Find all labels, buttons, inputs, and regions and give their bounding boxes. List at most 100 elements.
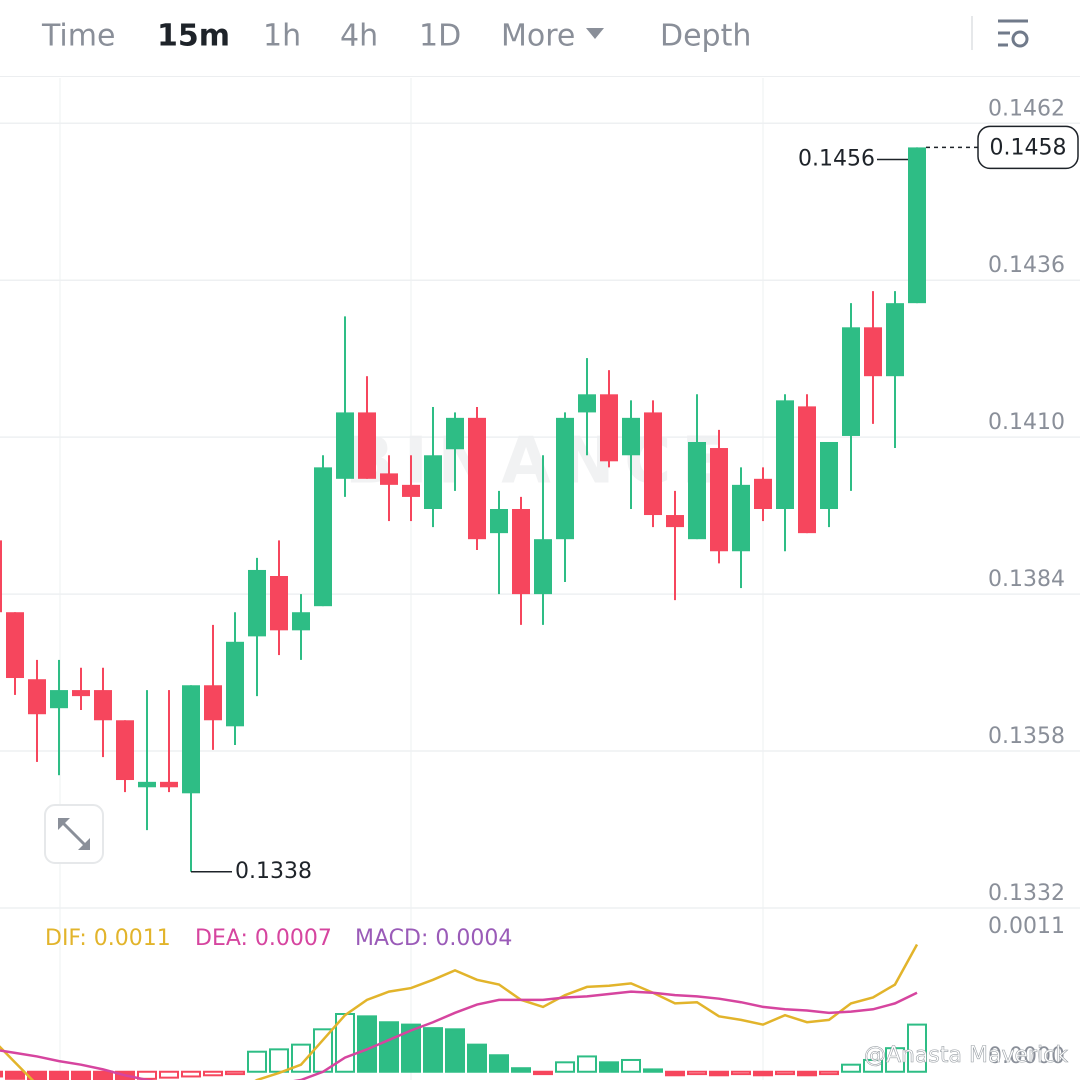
candle-body [820,441,838,509]
macd-bar [753,1070,773,1077]
last-price-label: 0.1458 [990,135,1067,160]
y-tick-label: 0.1358 [988,724,1065,749]
macd-bar [269,1048,289,1073]
macd-bar [203,1070,223,1077]
candle-body [248,569,266,637]
y-tick-label: 0.1436 [988,253,1065,278]
candle-body [402,484,420,497]
macd-bar [379,1021,399,1073]
candle-body [864,327,882,377]
candle-body [204,685,222,721]
macd-bar [71,1070,91,1080]
macd-bar [5,1070,25,1080]
macd-bar [225,1070,245,1076]
tab[interactable]: 15m [157,19,230,54]
macd-panel [0,943,927,1080]
macd-bar [357,1015,377,1073]
macd-bar [467,1043,487,1073]
macd-bar [49,1070,69,1080]
macd-bar [731,1070,751,1076]
y-tick-label: 0.1332 [988,881,1065,906]
macd-bar [291,1043,311,1073]
candle-body [270,576,288,631]
candle-body [28,679,46,715]
macd-bar [797,1070,817,1077]
candle-body [600,394,618,462]
macd-bar [555,1061,575,1073]
tab[interactable]: 1h [263,19,301,54]
tab[interactable]: 4h [340,19,378,54]
legend-label: DEA: 0.0007 [195,926,332,951]
candle-body [842,327,860,436]
candle-body [138,781,156,788]
y-tick-label: 0.1410 [988,410,1065,435]
tab[interactable]: More [501,19,575,54]
macd-bar [93,1070,113,1080]
settings-icon[interactable] [998,19,1029,48]
y-tick-label: 0.0000 [988,1044,1065,1069]
candle-body [798,406,816,534]
y-tick-label: 0.1384 [988,567,1065,592]
macd-bar [709,1070,729,1077]
candle-body [908,147,926,304]
candle-body [6,612,24,679]
candle-body [512,508,530,595]
high-marker-label: 0.1456 [798,146,875,171]
low-marker-label: 0.1338 [235,859,312,884]
tab[interactable]: Depth [660,19,751,54]
indicator-line [0,943,919,1080]
candle-body [776,400,794,509]
macd-bar [819,1070,839,1076]
expand-button[interactable] [44,804,104,864]
legend-label: DIF: 0.0011 [45,926,171,951]
macd-bar [313,1028,333,1073]
indicator-line [0,990,918,1080]
macd-bar [665,1070,685,1077]
macd-bar [687,1070,707,1076]
last-price-box [977,125,1079,170]
candle-body [424,455,442,509]
tab[interactable]: 1D [419,19,461,54]
macd-bar [489,1054,509,1073]
tab[interactable]: Time [41,19,115,54]
macd-bar [401,1023,421,1073]
candle-body [886,303,904,377]
candle-body [314,467,332,607]
candle-body [732,484,750,552]
macd-bar [445,1028,465,1073]
candle-body [468,417,486,540]
candle-body [50,690,68,709]
candle-body [358,412,376,479]
candles [0,147,926,872]
candle-body [226,641,244,727]
macd-bar [621,1058,641,1073]
candle-body [292,612,310,631]
macd-bar [841,1063,861,1073]
candle-body [556,417,574,540]
more-caret[interactable] [586,28,604,39]
macd-bar [775,1070,795,1076]
candle-body [578,394,596,413]
candle-body [534,539,552,595]
macd-bar [423,1027,443,1073]
candle-body [160,781,178,788]
macd-bar [247,1050,267,1073]
plot: 0.1332 0.1358 0.1384 0.1410 0.1436 0.1462 0.14… [0,96,1080,1080]
macd-bar [159,1070,179,1079]
candle-body [490,508,508,534]
macd-bar [643,1068,663,1073]
candle-body [0,540,2,613]
candle-body [94,690,112,721]
candle-body [644,412,662,516]
macd-bar [863,1058,883,1073]
candle-body [182,685,200,794]
toolbar: Time 15m 1h 4h 1D More Depth [41,19,751,54]
candle-body [688,441,706,540]
macd-bar [511,1067,531,1073]
credit-watermark: @Anasta Maverick [864,1043,1068,1068]
macd-bar [181,1070,201,1078]
macd-bar [885,1047,905,1073]
macd-bar [907,1023,927,1073]
candle-body [446,417,464,450]
